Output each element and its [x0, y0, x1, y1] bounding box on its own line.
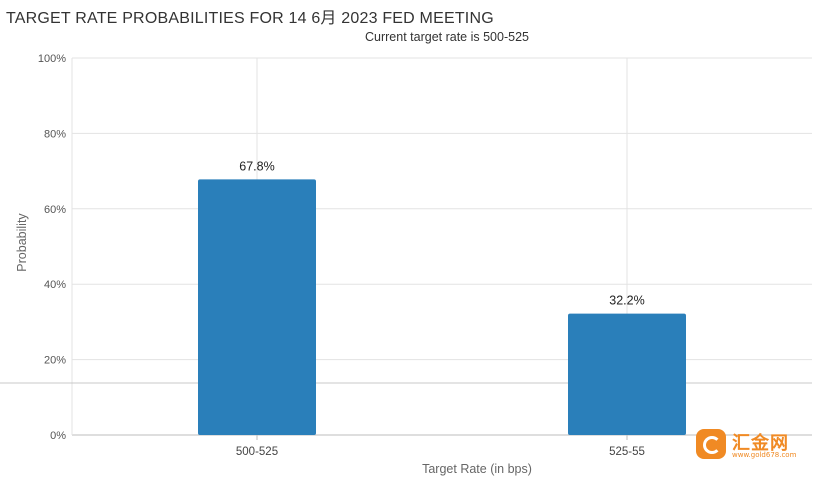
x-tick-label: 500-525	[236, 446, 278, 458]
grid-lines	[0, 57, 812, 436]
y-tick-label: 60%	[44, 204, 66, 216]
y-tick-label: 80%	[44, 128, 66, 140]
y-axis-title: Probability	[15, 213, 29, 272]
bar	[198, 179, 316, 435]
watermark-logo: 汇金网 www.gold678.com	[690, 427, 810, 467]
chart-title: TARGET RATE PROBABILITIES FOR 14 6月 2023…	[6, 10, 494, 27]
x-axis-title: Target Rate (in bps)	[422, 462, 532, 476]
y-tick-labels: 0% 20% 40% 60% 80% 100%	[38, 53, 66, 442]
x-tick-labels: 500-525 525-55	[236, 435, 645, 458]
bar-data-label: 32.2%	[609, 294, 644, 308]
y-tick-label: 20%	[44, 355, 66, 367]
chart-subtitle: Current target rate is 500-525	[365, 30, 529, 44]
bar-data-label: 67.8%	[239, 159, 274, 173]
bar	[568, 313, 686, 435]
x-tick-label: 525-55	[609, 446, 645, 458]
watermark-url: www.gold678.com	[732, 451, 797, 459]
watermark-text: 汇金网	[732, 433, 789, 454]
y-tick-label: 0%	[50, 430, 66, 442]
bars: 67.8% 32.2%	[198, 159, 686, 435]
logo-icon	[696, 429, 726, 459]
y-tick-label: 100%	[38, 53, 66, 65]
y-tick-label: 40%	[44, 279, 66, 291]
